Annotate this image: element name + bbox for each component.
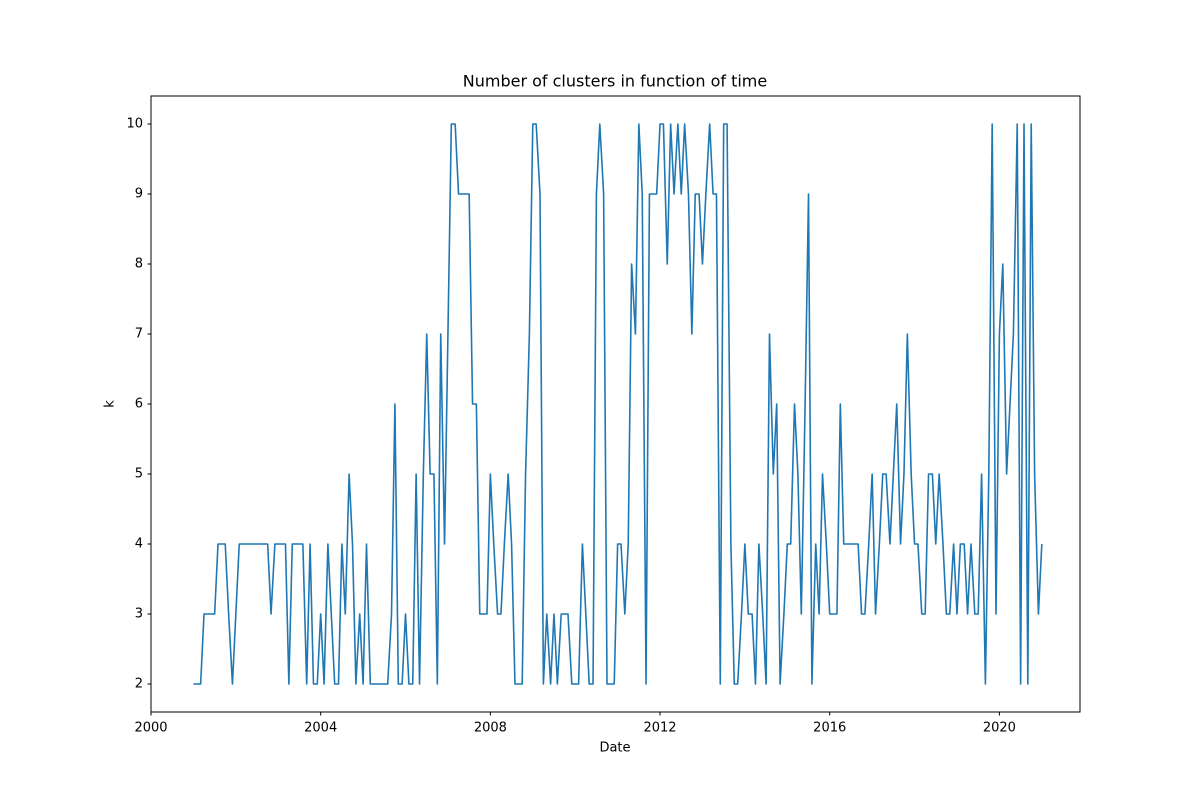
x-axis-label: Date xyxy=(599,741,630,756)
x-tick-label: 2020 xyxy=(983,721,1016,736)
y-tick-label: 10 xyxy=(126,117,143,132)
y-tick-label: 8 xyxy=(135,257,143,272)
y-tick-label: 2 xyxy=(135,677,143,692)
chart-title: Number of clusters in function of time xyxy=(463,72,767,91)
y-axis-label: k xyxy=(103,400,118,408)
x-tick-label: 2016 xyxy=(813,721,846,736)
y-tick-label: 9 xyxy=(135,187,143,202)
data-line xyxy=(193,123,1043,685)
x-tick-label: 2008 xyxy=(474,721,507,736)
y-tick-label: 4 xyxy=(135,537,143,552)
y-tick-label: 7 xyxy=(135,327,143,342)
y-tick-label: 3 xyxy=(135,607,143,622)
y-tick-label: 6 xyxy=(135,397,143,412)
y-tick-label: 5 xyxy=(135,467,143,482)
x-tick-label: 2004 xyxy=(304,721,337,736)
x-tick-label: 2000 xyxy=(134,721,167,736)
x-tick-label: 2012 xyxy=(643,721,676,736)
